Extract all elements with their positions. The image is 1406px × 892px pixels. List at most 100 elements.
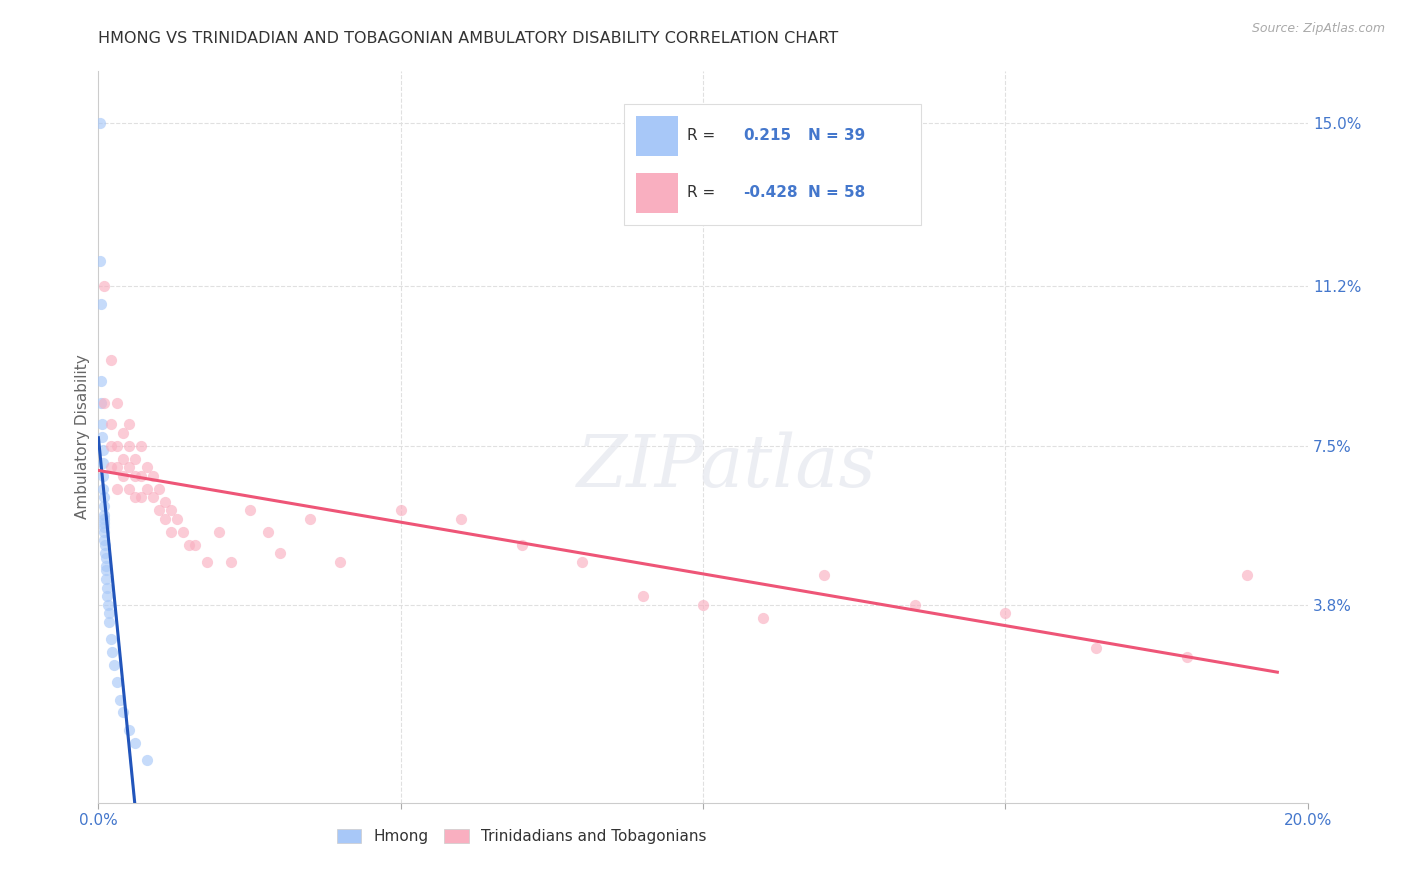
Point [108, 692, 131, 706]
Point [160, 524, 183, 539]
Point [153, 512, 176, 526]
Point [89, 116, 111, 130]
Point [111, 425, 134, 440]
Point [91, 417, 114, 432]
Text: ZIPatlas: ZIPatlas [578, 431, 877, 501]
Point [1085, 640, 1108, 655]
Point [256, 524, 278, 539]
Point [239, 503, 262, 517]
Point [91, 442, 114, 457]
Point [148, 482, 170, 496]
Point [118, 723, 141, 737]
Point [1236, 567, 1258, 582]
Point [160, 503, 183, 517]
Point [813, 567, 835, 582]
Point [91, 482, 114, 496]
Point [1175, 649, 1198, 664]
Point [118, 417, 141, 432]
Point [93, 491, 115, 505]
Point [93, 533, 115, 548]
Point [692, 598, 714, 612]
Point [94, 538, 117, 552]
Point [195, 555, 218, 569]
Point [93, 520, 115, 534]
Point [100, 632, 122, 647]
Point [124, 468, 146, 483]
Point [129, 468, 152, 483]
Text: HMONG VS TRINIDADIAN AND TOBAGONIAN AMBULATORY DISABILITY CORRELATION CHART: HMONG VS TRINIDADIAN AND TOBAGONIAN AMBU… [98, 31, 838, 46]
Point [329, 555, 352, 569]
Point [100, 439, 122, 453]
Point [118, 482, 141, 496]
Point [98, 615, 121, 629]
Point [208, 524, 231, 539]
Point [299, 512, 322, 526]
Point [129, 491, 152, 505]
Point [135, 460, 157, 475]
Point [142, 468, 165, 483]
Text: Source: ZipAtlas.com: Source: ZipAtlas.com [1251, 22, 1385, 36]
Point [752, 611, 775, 625]
Point [96, 581, 118, 595]
Point [135, 482, 157, 496]
Point [111, 706, 134, 720]
Point [450, 512, 472, 526]
Point [148, 503, 170, 517]
Point [184, 538, 207, 552]
Point [510, 538, 533, 552]
Point [631, 589, 654, 603]
Point [96, 572, 118, 586]
Point [172, 524, 194, 539]
Point [93, 508, 115, 522]
Point [90, 296, 112, 310]
Point [93, 279, 115, 293]
Point [103, 658, 125, 673]
Point [221, 555, 243, 569]
Point [91, 456, 114, 470]
Point [269, 546, 291, 560]
Point [105, 482, 128, 496]
Point [153, 494, 176, 508]
Point [571, 555, 593, 569]
Point [93, 516, 115, 530]
Legend: Hmong, Trinidadians and Tobagonians: Hmong, Trinidadians and Tobagonians [330, 822, 713, 850]
Point [94, 546, 117, 560]
Point [94, 559, 117, 574]
Point [93, 512, 115, 526]
Point [91, 468, 114, 483]
Point [166, 512, 188, 526]
Y-axis label: Ambulatory Disability: Ambulatory Disability [75, 355, 90, 519]
Point [100, 460, 122, 475]
Point [100, 417, 122, 432]
Point [111, 451, 134, 466]
Point [179, 538, 201, 552]
Point [90, 374, 112, 388]
Point [93, 499, 115, 513]
Point [105, 460, 128, 475]
Point [124, 491, 146, 505]
Point [124, 735, 146, 749]
Point [94, 550, 117, 565]
Point [93, 524, 115, 539]
Point [89, 253, 111, 268]
Point [142, 491, 165, 505]
Point [100, 645, 122, 659]
Point [97, 598, 120, 612]
Point [135, 753, 157, 767]
Point [118, 439, 141, 453]
Point [90, 395, 112, 409]
Point [111, 468, 134, 483]
Point [96, 564, 118, 578]
Point [994, 607, 1017, 621]
Point [904, 598, 927, 612]
Point [105, 675, 128, 690]
Point [105, 439, 128, 453]
Point [97, 607, 120, 621]
Point [91, 430, 114, 444]
Point [129, 439, 152, 453]
Point [105, 395, 128, 409]
Point [100, 352, 122, 367]
Point [118, 460, 141, 475]
Point [124, 451, 146, 466]
Point [389, 503, 412, 517]
